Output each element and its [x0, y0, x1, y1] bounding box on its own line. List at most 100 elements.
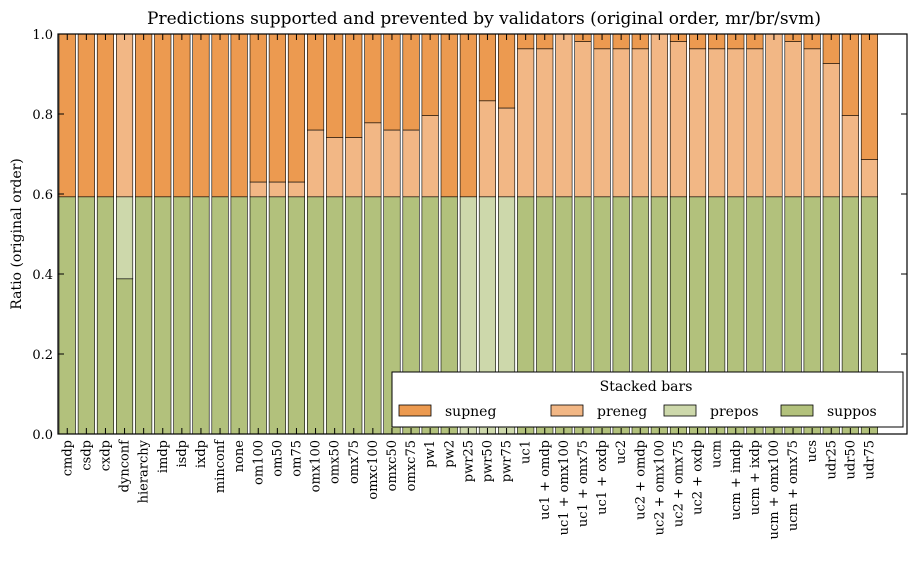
bar-suppos	[96, 196, 114, 435]
bar-supneg	[326, 33, 344, 138]
bar-preneg	[383, 129, 401, 198]
x-tick-label: udr50	[843, 440, 858, 479]
x-tick-label: omxc100	[366, 440, 381, 500]
x-tick-label: pw1	[423, 440, 438, 468]
bar-supneg	[383, 33, 401, 131]
plot-frame	[57, 33, 908, 435]
bar-suppos	[58, 196, 76, 435]
y-tick-label: 0.0	[32, 428, 53, 443]
bar-supneg	[230, 33, 248, 198]
bar-suppos	[173, 196, 191, 435]
bar-preneg	[574, 41, 592, 198]
bar-preneg	[631, 48, 649, 198]
x-tick-label: uc2	[614, 440, 629, 464]
x-tick-label: uc2 + omdp	[633, 440, 648, 520]
x-tick-label: udr75	[862, 440, 877, 479]
bar-suppos	[306, 196, 325, 435]
bar-suppos	[326, 196, 344, 435]
bar-preneg	[822, 63, 840, 198]
legend-swatch-prepos	[663, 404, 697, 417]
x-tick-label: csdp	[79, 440, 94, 471]
bar-preneg	[765, 33, 783, 198]
bar-suppos	[345, 196, 363, 435]
bar-preneg	[708, 48, 726, 198]
y-tick-label: 0.8	[32, 108, 53, 123]
bar-preneg	[249, 181, 267, 198]
bar-preneg	[364, 122, 382, 198]
bar-preneg	[326, 137, 344, 198]
bar-suppos	[268, 196, 286, 435]
bar-supneg	[421, 33, 439, 116]
y-tick-label: 1.0	[32, 28, 53, 43]
x-tick-label: ucm + omx75	[786, 440, 801, 531]
bar-preneg	[593, 48, 611, 198]
x-tick-label: uc1 + oxdp	[595, 440, 610, 515]
bar-suppos	[230, 196, 248, 435]
x-tick-label: uc2 + omx75	[671, 440, 686, 527]
bar-supneg	[154, 33, 172, 198]
bar-preneg	[268, 181, 286, 198]
bar-preneg	[402, 129, 420, 198]
x-tick-label: om75	[289, 440, 304, 477]
x-tick-label: omx100	[309, 440, 324, 492]
x-tick-label: ucm + imdp	[729, 440, 744, 520]
bar-supneg	[268, 33, 286, 183]
legend-label-prepos: prepos	[710, 404, 759, 420]
x-tick-label: om100	[251, 440, 266, 485]
bar-preneg	[517, 48, 535, 198]
bar-supneg	[402, 33, 420, 131]
bar-preneg	[860, 159, 879, 198]
bar-preneg	[306, 129, 325, 198]
bar-preneg	[345, 137, 363, 198]
x-tick-label: om50	[270, 440, 285, 477]
x-tick-label: ucs	[805, 440, 820, 462]
bar-suppos	[249, 196, 267, 435]
bar-suppos	[77, 196, 95, 435]
x-tick-label: ucm + ixdp	[748, 440, 763, 515]
legend-box	[391, 371, 904, 428]
bar-supneg	[192, 33, 210, 198]
bar-suppos	[192, 196, 210, 435]
x-tick-label: omx50	[328, 440, 343, 484]
bar-supneg	[96, 33, 114, 198]
y-tick-label: 0.2	[32, 348, 53, 363]
x-tick-label: uc1 + omx100	[557, 440, 572, 535]
bar-preneg	[841, 115, 859, 198]
bar-suppos	[154, 196, 172, 435]
x-tick-label: uc1 + omdp	[538, 440, 553, 520]
bar-preneg	[650, 33, 668, 198]
bar-suppos	[116, 278, 134, 435]
x-tick-label: imdp	[156, 440, 171, 473]
x-tick-label: minconf	[213, 439, 228, 493]
legend-entries: supneg preneg prepos suppos	[398, 404, 877, 420]
legend: Stacked bars supneg preneg prepos suppos	[391, 371, 904, 428]
x-tick-label: ixdp	[194, 440, 209, 468]
bar-supneg	[497, 33, 516, 109]
bar-supneg	[135, 33, 153, 198]
bar-preneg	[421, 115, 439, 198]
bar-supneg	[287, 33, 306, 183]
bar-preneg	[287, 181, 306, 198]
bar-preneg	[555, 33, 573, 198]
x-tick-label: uc2 + omx100	[652, 440, 667, 535]
bar-supneg	[440, 33, 458, 198]
bar-preneg	[727, 48, 745, 198]
x-tick-label: omx75	[347, 440, 362, 484]
bar-preneg	[688, 48, 707, 198]
y-tick-label: 0.4	[32, 268, 53, 283]
bar-supneg	[249, 33, 267, 183]
x-tick-label: hierarchy	[137, 439, 152, 503]
bar-supneg	[173, 33, 191, 198]
legend-label-preneg: preneg	[597, 404, 647, 420]
x-tick-label: pwr25	[461, 440, 476, 482]
bar-preneg	[536, 48, 554, 198]
x-tick-label: omxc50	[385, 440, 400, 491]
x-tick-label: isdp	[175, 440, 190, 467]
bar-supneg	[306, 33, 325, 131]
x-tick-label: cmdp	[60, 440, 75, 476]
bar-preneg	[612, 48, 630, 198]
bar-prepos	[116, 196, 134, 280]
bar-supneg	[860, 33, 879, 160]
